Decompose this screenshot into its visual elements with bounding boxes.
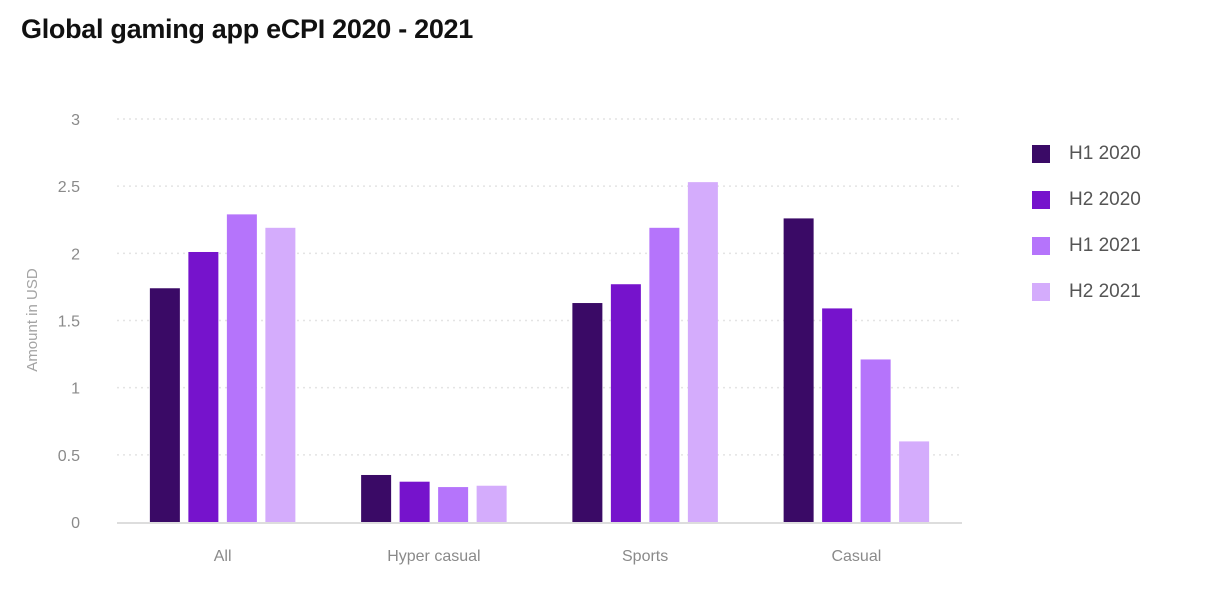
- legend-label: H1 2021: [1069, 235, 1141, 256]
- bar-casual-h1-2020: [783, 218, 814, 522]
- bar-all-h2-2021: [265, 227, 296, 522]
- bar-casual-h1-2021: [860, 359, 891, 522]
- chart-title: Global gaming app eCPI 2020 - 2021: [21, 14, 473, 44]
- y-tick-label: 0.5: [58, 448, 80, 465]
- legend-item: H2 2021: [1032, 268, 1141, 316]
- x-tick-label: Sports: [622, 548, 668, 565]
- bar-hyper-casual-h2-2021: [476, 485, 507, 522]
- bar-sports-h1-2020: [572, 303, 603, 522]
- bar-hyper-casual-h1-2021: [438, 487, 469, 522]
- bars: [149, 182, 930, 523]
- y-tick-label: 2.5: [58, 179, 80, 196]
- x-tick-label: All: [214, 548, 232, 565]
- legend-swatch: [1032, 191, 1050, 209]
- x-axis-labels: All Hyper casual Sports Casual: [214, 548, 882, 565]
- x-tick-label: Casual: [831, 548, 881, 565]
- bar-all-h2-2020: [188, 251, 219, 523]
- legend-swatch: [1032, 237, 1050, 255]
- bar-all-h1-2020: [149, 288, 180, 522]
- legend-label: H1 2020: [1069, 143, 1141, 164]
- x-tick-label: Hyper casual: [387, 548, 480, 565]
- bar-hyper-casual-h2-2020: [399, 481, 430, 522]
- legend-item: H1 2021: [1032, 222, 1141, 270]
- bar-all-h1-2021: [226, 214, 257, 523]
- bar-hyper-casual-h1-2020: [361, 474, 392, 522]
- bar-sports-h1-2021: [649, 227, 680, 522]
- y-tick-label: 0: [71, 515, 80, 532]
- legend-label: H2 2021: [1069, 281, 1141, 302]
- y-tick-label: 2: [71, 246, 80, 263]
- legend: H1 2020 H2 2020 H1 2021 H2 2021: [1032, 132, 1141, 316]
- y-axis-title: Amount in USD: [24, 268, 41, 372]
- bar-sports-h2-2020: [610, 284, 641, 522]
- legend-label: H2 2020: [1069, 189, 1141, 210]
- bar-casual-h2-2020: [822, 308, 853, 522]
- bar-casual-h2-2021: [899, 441, 930, 522]
- y-axis-ticks: 0 0.5 1 1.5 2 2.5 3: [58, 112, 80, 532]
- y-tick-label: 3: [71, 112, 80, 129]
- legend-item: H1 2020: [1032, 130, 1141, 178]
- legend-item: H2 2020: [1032, 176, 1141, 224]
- y-tick-label: 1: [71, 381, 80, 398]
- y-tick-label: 1.5: [58, 314, 80, 331]
- legend-swatch: [1032, 283, 1050, 301]
- bar-chart: 0 0.5 1 1.5 2 2.5 3 Amount in USD All Hyper cas…: [24, 112, 962, 565]
- bar-sports-h2-2021: [687, 182, 718, 523]
- legend-swatch: [1032, 145, 1050, 163]
